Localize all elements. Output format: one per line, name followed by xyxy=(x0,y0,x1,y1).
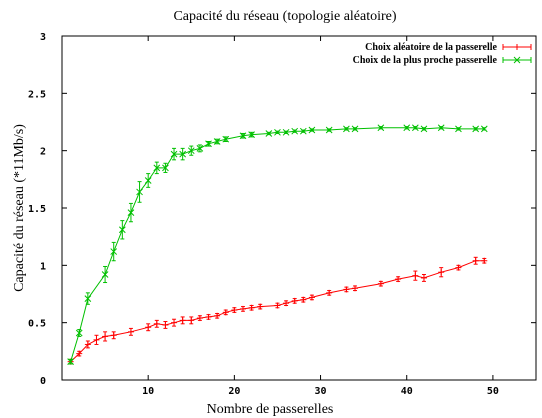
data-point xyxy=(67,358,74,366)
y-tick-label: 1 xyxy=(40,261,46,272)
x-tick-label: 40 xyxy=(401,386,413,397)
data-point xyxy=(403,124,411,132)
data-point xyxy=(187,147,195,155)
data-point xyxy=(144,177,152,184)
data-point xyxy=(239,132,247,140)
data-point xyxy=(75,329,83,337)
data-point xyxy=(248,131,255,138)
data-point xyxy=(351,125,359,133)
series-layer xyxy=(67,124,488,366)
data-point xyxy=(118,226,126,234)
data-point xyxy=(480,125,488,133)
data-point xyxy=(325,126,333,134)
legend-marker xyxy=(513,56,521,64)
data-point xyxy=(437,124,445,132)
data-point xyxy=(179,150,187,158)
legend-sample-random xyxy=(502,44,532,50)
y-axis: 0 0.5 1 1.5 2 2.5 3 xyxy=(28,32,536,387)
y-tick-label: 1.5 xyxy=(28,204,46,215)
chart-title: Capacité du réseau (topologie aléatoire) xyxy=(173,9,396,24)
data-point xyxy=(205,140,212,148)
y-tick-label: 3 xyxy=(40,32,46,43)
data-point xyxy=(420,125,428,133)
data-point xyxy=(213,138,221,145)
x-axis: 10 20 30 40 50 xyxy=(142,36,499,397)
y-tick-label: 2 xyxy=(40,147,46,158)
data-point xyxy=(343,125,350,133)
legend-label-random: Choix aléatoire de la passerelle xyxy=(365,42,497,53)
data-point xyxy=(308,126,316,134)
data-point xyxy=(153,164,161,172)
x-tick-label: 10 xyxy=(142,386,154,397)
data-point xyxy=(222,135,230,143)
data-point xyxy=(136,188,143,196)
y-tick-label: 0.5 xyxy=(28,319,46,330)
data-point xyxy=(101,271,109,278)
x-tick-label: 50 xyxy=(487,386,499,397)
y-tick-label: 2.5 xyxy=(28,89,46,100)
x-axis-label: Nombre de passerelles xyxy=(207,402,334,417)
data-point xyxy=(162,164,169,172)
series-line xyxy=(70,260,485,363)
series-0 xyxy=(67,256,488,365)
data-point xyxy=(411,124,419,132)
legend: Choix aléatoire de la passerelle Choix d… xyxy=(353,42,532,66)
data-point xyxy=(455,125,462,133)
data-point xyxy=(299,127,307,135)
legend-sample-nearest xyxy=(502,56,532,64)
data-point xyxy=(291,127,299,135)
x-tick-label: 20 xyxy=(228,386,240,397)
legend-label-nearest: Choix de la plus proche passerelle xyxy=(353,55,498,66)
data-point xyxy=(282,128,290,136)
series-1 xyxy=(67,124,488,366)
data-point xyxy=(110,248,118,255)
series-line xyxy=(70,127,485,362)
y-tick-label: 0 xyxy=(40,376,46,387)
data-point xyxy=(265,130,273,137)
x-tick-label: 30 xyxy=(315,386,327,397)
data-point xyxy=(196,145,204,152)
y-axis-label: Capacité du réseau (*11Mb/s) xyxy=(12,124,27,292)
data-point xyxy=(170,150,178,158)
data-point xyxy=(377,124,385,132)
data-point xyxy=(127,209,135,216)
data-point xyxy=(84,295,92,302)
data-point xyxy=(472,125,480,133)
data-point xyxy=(274,128,281,136)
